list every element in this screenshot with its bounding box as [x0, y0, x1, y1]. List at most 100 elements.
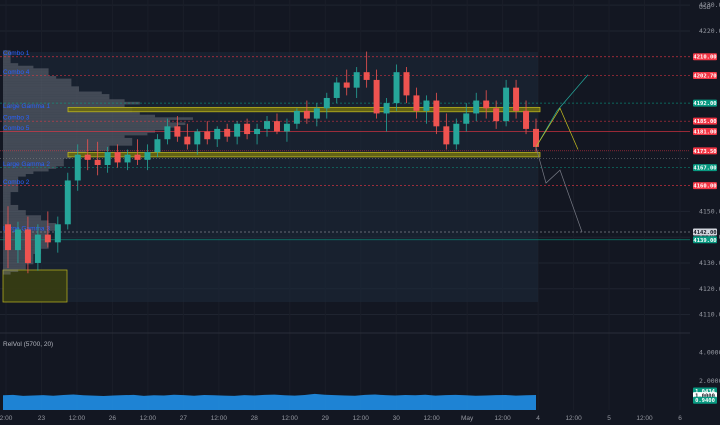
indicator-badge-text: 0.9400 [695, 398, 715, 404]
time-tick-label: 6 [678, 415, 682, 422]
profile-bar [3, 174, 26, 177]
candle [483, 90, 490, 119]
profile-bar [3, 122, 186, 126]
candle [34, 224, 41, 271]
profile-bar [3, 171, 34, 175]
profile-bar [3, 168, 49, 172]
time-tick-label: 12:00 [69, 415, 86, 422]
profile-bar [3, 163, 64, 167]
profile-bar [3, 91, 102, 95]
session-range-box [3, 52, 538, 302]
projection-path [535, 74, 589, 148]
profile-bar [3, 158, 64, 162]
time-axis[interactable]: 2:00 23 12:00 26 12:00 27 12:00 28 12:00 29 12:00 3… [0, 415, 682, 422]
profile-bar [3, 202, 11, 205]
time-tick-label: 12:00 [140, 415, 157, 422]
level-price-badge-text: 4202.70 [693, 74, 716, 80]
profile-bar [3, 101, 140, 105]
projection-paths [535, 74, 589, 233]
candle [433, 92, 440, 135]
candle [104, 146, 111, 173]
candle [84, 139, 91, 171]
time-tick-label: 12:00 [494, 415, 511, 422]
level-price-badge [693, 72, 717, 80]
level-price-badge [693, 127, 717, 135]
candle [234, 121, 241, 145]
profile-bar [3, 189, 19, 193]
candle [293, 108, 300, 129]
currency-label: USD [699, 3, 711, 11]
level-label: Combo 2 [3, 179, 30, 186]
candle [164, 118, 171, 145]
level-price-badge [693, 236, 717, 244]
level-price-badge [693, 164, 717, 172]
candle [264, 116, 271, 137]
indicator-badge-text: 1.0000 [695, 394, 715, 400]
price-tick-label: 4130.00 [699, 259, 720, 267]
profile-bar [3, 176, 19, 180]
profile-bar [3, 212, 26, 216]
profile-bar [3, 210, 26, 213]
candle [204, 121, 211, 145]
profile-bar [3, 125, 178, 128]
level-lines: Combo 1 Combo 4 Large Gamma 1 Combo 3 Combo … [0, 50, 690, 241]
candle [5, 206, 11, 269]
candle [144, 144, 151, 171]
profile-bar [3, 150, 87, 154]
profile-bar [3, 184, 19, 187]
candle [24, 216, 31, 274]
candle [423, 95, 430, 124]
price-tick-label: 4120.00 [699, 285, 720, 293]
candle [64, 172, 71, 230]
profile-bar [3, 127, 171, 131]
profile-bar [3, 55, 11, 59]
candle [214, 126, 221, 147]
candle [403, 67, 410, 104]
candle [323, 92, 330, 119]
time-tick-label: 12:00 [211, 415, 228, 422]
time-tick-label: 27 [180, 415, 188, 422]
level-price-badge [693, 228, 717, 236]
profile-bar [3, 197, 11, 200]
time-tick-label: 5 [607, 415, 611, 422]
relvol-pane: RelVol (5700, 20) 4.0000 2.0000 1.04341.000… [3, 341, 720, 410]
indicator-badge [693, 396, 717, 404]
time-tick-label: 12:00 [565, 415, 582, 422]
indicator-badge-text: 1.0434 [695, 389, 716, 395]
gamma-zone [67, 152, 541, 158]
candle [313, 103, 320, 127]
profile-bar [3, 264, 26, 267]
profile-bar [3, 137, 133, 141]
price-axis[interactable]: 4230.004220.004150.004140.004130.004120.… [693, 1, 720, 319]
profile-bar [3, 204, 19, 208]
profile-bar [3, 248, 41, 252]
indicator-title: RelVol (5700, 20) [3, 341, 53, 348]
time-tick-label: May [461, 415, 474, 422]
profile-bar [3, 266, 26, 270]
time-tick-label: 28 [251, 415, 259, 422]
candle [523, 100, 530, 135]
level-price-badge-text: 4210.00 [693, 55, 716, 61]
profile-bar [3, 271, 11, 275]
candle [224, 123, 231, 142]
profile-bar [3, 94, 110, 97]
time-tick-label: 23 [38, 415, 46, 422]
profile-bar [3, 88, 79, 92]
time-tick-label: 30 [393, 415, 401, 422]
profile-bar [3, 114, 155, 118]
candle [513, 79, 520, 119]
profile-bar [3, 81, 72, 84]
profile-bar [3, 220, 49, 224]
candle [393, 64, 400, 111]
profile-bar [3, 207, 19, 211]
candle [154, 134, 161, 158]
candle [184, 123, 191, 150]
level-price-badge [693, 53, 717, 61]
level-price-badge-text: 4142.00 [693, 230, 716, 236]
candle [114, 144, 121, 168]
profile-bar [3, 217, 41, 221]
profile-bar [3, 135, 125, 138]
profile-bar [3, 65, 34, 69]
candle [124, 149, 131, 171]
